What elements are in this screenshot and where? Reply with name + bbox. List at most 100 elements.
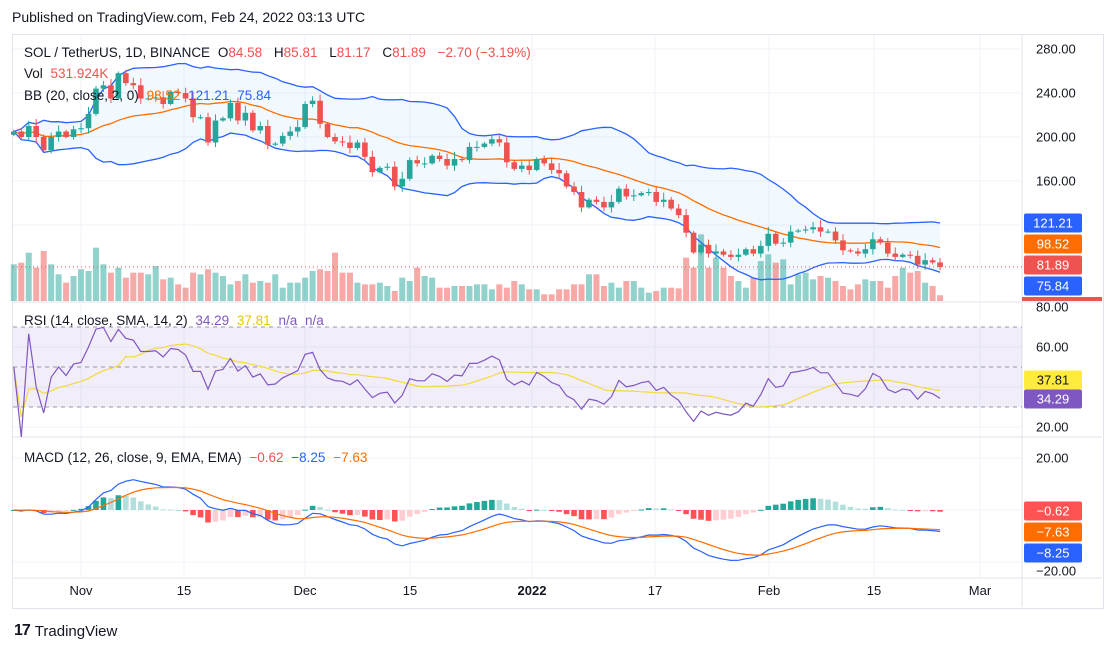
macd-histogram-bar xyxy=(504,503,510,510)
price-tick: 240.00 xyxy=(1036,85,1076,101)
rsi-sma-value: 37.81 xyxy=(236,313,271,328)
volume-bar xyxy=(780,259,787,301)
bb-upper-value: 121.21 xyxy=(188,88,230,103)
candle-body xyxy=(518,165,525,169)
volume-bar xyxy=(33,267,40,301)
macd-histogram-bar xyxy=(802,498,809,510)
macd-histogram-bar xyxy=(533,509,540,511)
candle-body xyxy=(922,260,928,265)
macd-histogram-bar xyxy=(728,510,734,519)
volume-bar xyxy=(279,287,286,301)
candle-body xyxy=(459,159,465,161)
volume-bar xyxy=(488,289,495,301)
candle-body xyxy=(862,249,869,254)
macd-histogram-bar xyxy=(593,510,600,520)
macd-histogram-bar xyxy=(772,504,779,510)
candle-body xyxy=(63,131,69,137)
open-value: 84.58 xyxy=(228,45,263,60)
volume-bar xyxy=(839,286,846,301)
volume-bar xyxy=(436,287,443,301)
macd-histogram-bar xyxy=(137,501,144,510)
low-value: 81.17 xyxy=(336,45,371,60)
volume-bar xyxy=(862,279,869,301)
volume-bar xyxy=(496,284,503,301)
macd-histogram-bar xyxy=(377,510,383,520)
macd-histogram-bar xyxy=(294,510,301,515)
x-tick: Mar xyxy=(968,583,992,598)
tradingview-logo[interactable]: 17 TradingView xyxy=(14,622,117,640)
macd-histogram-bar xyxy=(190,510,196,516)
candle-body xyxy=(93,88,99,114)
candle-body xyxy=(137,85,144,99)
macd-histogram-bar xyxy=(735,510,742,517)
candle-body xyxy=(556,170,562,174)
macd-histogram-bar xyxy=(795,499,801,510)
macd-histogram-bar xyxy=(541,509,547,511)
candle-body xyxy=(242,112,249,121)
volume-bar xyxy=(922,282,929,301)
candle-body xyxy=(48,137,54,151)
macd-histogram-bar xyxy=(63,510,69,512)
price-tick: 160.00 xyxy=(1036,173,1076,189)
volume-bar xyxy=(444,287,451,301)
candle-body xyxy=(115,73,122,99)
rsi-na-2: n/a xyxy=(305,313,324,328)
candle-body xyxy=(795,230,801,232)
x-tick: Nov xyxy=(69,583,93,598)
rsi-tick: 60.00 xyxy=(1036,339,1069,355)
candle-body xyxy=(743,249,749,255)
candle-body xyxy=(444,159,450,166)
symbol-legend[interactable]: SOL / TetherUS, 1D, BINANCE O84.58 H85.8… xyxy=(24,45,535,60)
macd-histogram-bar xyxy=(160,509,166,511)
candle-body xyxy=(481,143,488,147)
macd-legend[interactable]: MACD (12, 26, close, 9, EMA, EMA) −0.62 … xyxy=(24,450,371,465)
macd-histogram-bar xyxy=(227,510,234,517)
tradingview-logo-icon: 17 xyxy=(14,622,31,639)
candle-body xyxy=(474,146,480,148)
volume-bar xyxy=(287,282,294,301)
volume-bar xyxy=(346,272,353,301)
candle-body xyxy=(235,102,241,121)
bb-legend[interactable]: BB (20, close, 2, 0) 98.52 121.21 75.84 xyxy=(24,88,275,103)
volume-bar xyxy=(832,281,839,301)
candle-body xyxy=(130,83,137,86)
volume-bar xyxy=(765,254,772,301)
low-label: L xyxy=(329,45,337,60)
volume-bar xyxy=(750,277,757,301)
volume-bar xyxy=(563,289,570,301)
macd-histogram-bar xyxy=(451,506,458,510)
macd-histogram-bar xyxy=(123,495,129,510)
volume-bar xyxy=(219,276,226,301)
volume-bar xyxy=(324,271,331,301)
macd-histogram-bar xyxy=(429,509,435,511)
volume-bar xyxy=(503,287,510,301)
candle-body xyxy=(108,85,114,99)
volume-bar xyxy=(429,277,436,301)
macd-histogram-bar xyxy=(855,508,861,510)
volume-bar xyxy=(317,269,324,301)
volume-legend[interactable]: Vol 531.924K xyxy=(24,66,112,81)
volume-bar xyxy=(92,247,99,301)
macd-value: −8.25 xyxy=(291,450,326,465)
volume-bar xyxy=(414,267,421,301)
macd-histogram-bar xyxy=(100,497,107,510)
macd-histogram-bar xyxy=(660,508,667,510)
volume-bar xyxy=(884,287,891,301)
candle-body xyxy=(907,254,913,256)
volume-bar xyxy=(772,262,779,301)
candle-body xyxy=(496,139,503,143)
candle-body xyxy=(765,233,772,246)
candle-body xyxy=(190,98,196,118)
rsi-legend[interactable]: RSI (14, close, SMA, 14, 2) 34.29 37.81 … xyxy=(24,313,328,328)
macd-histogram-bar xyxy=(436,507,443,510)
macd-histogram-bar xyxy=(631,510,637,512)
macd-histogram-bar xyxy=(578,510,585,520)
x-tick: Feb xyxy=(757,583,781,598)
volume-bar xyxy=(466,286,473,301)
candle-body xyxy=(362,142,368,157)
candle-body xyxy=(33,126,40,137)
x-tick: 17 xyxy=(647,583,663,598)
volume-bar xyxy=(145,274,152,301)
